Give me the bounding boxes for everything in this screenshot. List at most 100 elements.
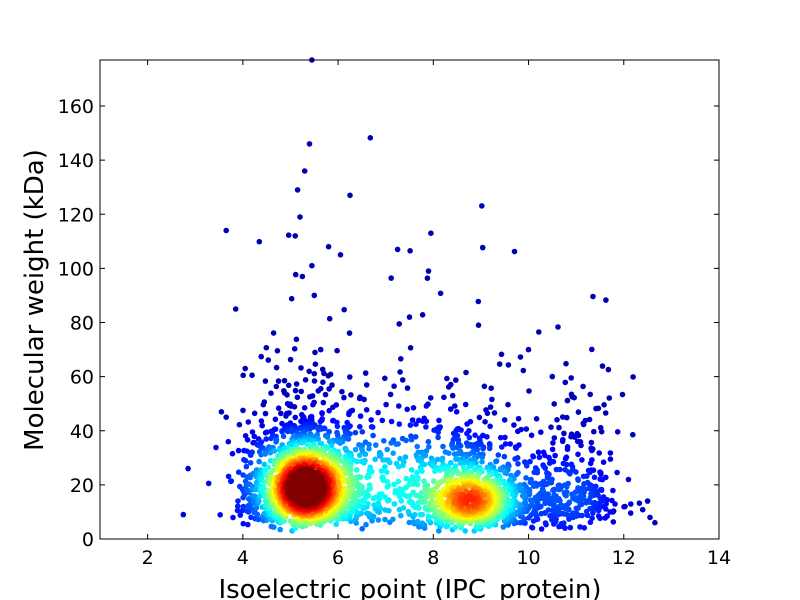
- data-point: [432, 468, 438, 475]
- data-point: [569, 491, 575, 498]
- data-point: [375, 517, 382, 523]
- data-point: [408, 436, 415, 443]
- data-point: [398, 512, 404, 519]
- data-point: [644, 498, 651, 504]
- data-point: [453, 377, 459, 383]
- data-point: [466, 434, 473, 441]
- data-point: [271, 524, 277, 530]
- data-point: [464, 430, 470, 437]
- data-point: [479, 454, 486, 461]
- data-point: [267, 457, 274, 464]
- data-point: [406, 519, 413, 526]
- data-point: [444, 523, 451, 529]
- data-point: [652, 519, 658, 526]
- data-point: [513, 471, 520, 478]
- data-point: [258, 418, 265, 424]
- x-tick-label: 12: [612, 547, 636, 569]
- data-point: [386, 497, 392, 503]
- data-point: [407, 422, 414, 428]
- data-point: [275, 405, 282, 412]
- data-point: [314, 496, 321, 503]
- data-point: [627, 510, 634, 516]
- data-point: [359, 526, 366, 532]
- data-point: [337, 252, 344, 258]
- data-point: [346, 411, 352, 418]
- data-point: [568, 375, 574, 381]
- data-point: [425, 438, 432, 445]
- data-point: [364, 510, 370, 517]
- data-point: [437, 290, 444, 297]
- data-point: [461, 468, 468, 474]
- data-point: [419, 468, 425, 475]
- data-point: [268, 390, 274, 397]
- data-point: [262, 378, 269, 384]
- data-point: [610, 519, 617, 525]
- data-point: [556, 496, 562, 502]
- data-point: [235, 503, 241, 510]
- data-point: [309, 262, 315, 269]
- data-point: [502, 441, 509, 447]
- data-point: [423, 424, 429, 430]
- data-point: [397, 369, 403, 375]
- data-point: [308, 469, 315, 476]
- data-point: [531, 469, 537, 476]
- data-point: [580, 473, 587, 480]
- data-point: [567, 524, 574, 531]
- data-point: [228, 478, 235, 484]
- data-point: [284, 428, 291, 435]
- data-point: [245, 419, 252, 425]
- data-point: [283, 413, 289, 419]
- data-point: [363, 382, 370, 388]
- data-point: [583, 508, 590, 515]
- data-point: [298, 440, 305, 446]
- data-point: [285, 382, 292, 389]
- data-point: [273, 383, 280, 390]
- data-point: [333, 521, 340, 528]
- data-point: [468, 496, 474, 503]
- data-point: [414, 518, 421, 525]
- data-point: [589, 346, 595, 353]
- data-point: [462, 401, 469, 408]
- data-point: [419, 312, 426, 318]
- x-tick-label: 6: [332, 547, 344, 569]
- data-point: [559, 438, 566, 445]
- data-point: [256, 458, 262, 465]
- data-point: [382, 375, 388, 382]
- data-point: [563, 461, 570, 468]
- data-point: [356, 395, 363, 402]
- data-point: [273, 439, 279, 445]
- data-point: [301, 168, 308, 174]
- data-point: [290, 493, 296, 500]
- data-point: [588, 439, 595, 446]
- data-point: [551, 435, 558, 441]
- data-point: [528, 432, 535, 439]
- data-point: [502, 470, 508, 476]
- x-tick-label: 2: [142, 547, 154, 569]
- data-point: [487, 423, 493, 430]
- data-point: [325, 243, 332, 250]
- data-point: [525, 489, 532, 496]
- data-point: [482, 419, 488, 425]
- data-point: [346, 330, 353, 336]
- data-point: [339, 388, 345, 395]
- data-point: [498, 351, 505, 358]
- data-point: [251, 410, 258, 417]
- data-point: [321, 370, 327, 377]
- data-point: [444, 375, 450, 382]
- data-point: [301, 405, 308, 411]
- data-point: [515, 461, 521, 467]
- data-point: [406, 314, 413, 320]
- data-point: [519, 493, 526, 499]
- data-point: [384, 469, 390, 475]
- data-point: [294, 187, 301, 193]
- data-point: [436, 528, 442, 534]
- data-point: [297, 499, 304, 505]
- data-point: [218, 409, 225, 415]
- data-point: [405, 508, 412, 515]
- data-point: [379, 417, 386, 424]
- data-point: [538, 429, 544, 436]
- data-point: [568, 433, 574, 440]
- data-point: [554, 417, 560, 423]
- data-point: [326, 315, 333, 322]
